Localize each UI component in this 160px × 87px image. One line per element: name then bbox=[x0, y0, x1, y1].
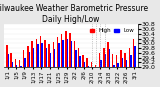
Bar bbox=[16, 65, 17, 67]
Bar bbox=[134, 46, 136, 67]
Bar bbox=[44, 40, 46, 67]
Title: Milwaukee Weather Barometric Pressure
Daily High/Low: Milwaukee Weather Barometric Pressure Da… bbox=[0, 4, 148, 24]
Bar bbox=[29, 52, 30, 67]
Bar bbox=[50, 53, 51, 67]
Bar bbox=[74, 41, 75, 67]
Bar bbox=[58, 43, 60, 67]
Bar bbox=[52, 42, 54, 67]
Bar bbox=[36, 39, 37, 67]
Bar bbox=[69, 33, 71, 67]
Bar bbox=[6, 45, 8, 67]
Bar bbox=[67, 39, 68, 67]
Bar bbox=[27, 46, 29, 67]
Bar bbox=[71, 41, 72, 67]
Bar bbox=[31, 41, 33, 67]
Bar bbox=[129, 48, 130, 67]
Bar bbox=[15, 59, 16, 67]
Bar bbox=[109, 49, 110, 67]
Bar bbox=[92, 67, 93, 68]
Bar bbox=[10, 53, 12, 67]
Bar bbox=[120, 50, 122, 67]
Bar bbox=[65, 31, 67, 67]
Bar bbox=[48, 44, 50, 67]
Bar bbox=[24, 58, 26, 67]
Bar bbox=[116, 55, 117, 67]
Bar bbox=[105, 54, 106, 67]
Bar bbox=[61, 34, 62, 67]
Bar bbox=[112, 54, 113, 67]
Bar bbox=[95, 65, 96, 67]
Bar bbox=[99, 53, 100, 67]
Bar bbox=[124, 53, 126, 67]
Bar bbox=[126, 60, 127, 67]
Bar bbox=[79, 56, 81, 67]
Bar bbox=[103, 48, 105, 67]
Legend: High, Low: High, Low bbox=[89, 27, 135, 34]
Bar bbox=[57, 37, 58, 67]
Bar bbox=[82, 55, 84, 67]
Bar bbox=[133, 39, 134, 67]
Bar bbox=[62, 40, 64, 67]
Bar bbox=[54, 49, 56, 67]
Bar bbox=[19, 60, 20, 67]
Bar bbox=[117, 63, 119, 67]
Bar bbox=[91, 62, 92, 67]
Bar bbox=[84, 62, 85, 67]
Bar bbox=[41, 43, 43, 67]
Bar bbox=[113, 65, 115, 67]
Bar bbox=[122, 58, 123, 67]
Bar bbox=[46, 48, 47, 67]
Bar bbox=[8, 54, 9, 67]
Bar bbox=[88, 66, 89, 67]
Bar bbox=[12, 62, 13, 67]
Bar bbox=[20, 66, 22, 67]
Bar bbox=[130, 55, 132, 67]
Bar bbox=[86, 58, 88, 67]
Bar bbox=[108, 42, 109, 67]
Bar bbox=[23, 50, 24, 67]
Bar bbox=[40, 36, 41, 67]
Bar bbox=[96, 67, 98, 69]
Bar bbox=[33, 48, 34, 67]
Bar bbox=[37, 44, 39, 67]
Bar bbox=[100, 60, 102, 67]
Bar bbox=[75, 50, 77, 67]
Bar bbox=[78, 48, 79, 67]
